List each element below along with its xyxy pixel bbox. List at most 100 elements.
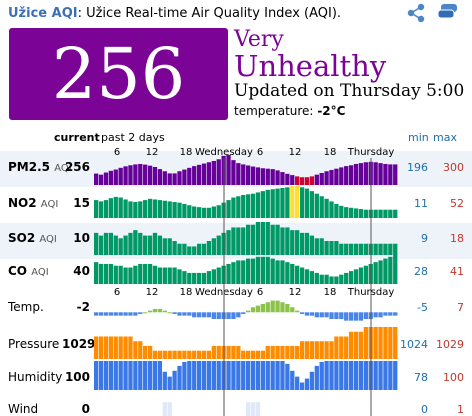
pressure-bar (295, 345, 300, 359)
min-temp: -5 (417, 301, 428, 314)
pressure-bar (216, 345, 221, 359)
pm2-5-bar (304, 177, 310, 185)
time-tick-label: Thursday (347, 147, 395, 158)
no2-bar (344, 207, 349, 218)
humidity-bar (147, 361, 153, 390)
min-wind: 0 (421, 403, 428, 416)
co-bar (280, 260, 285, 284)
time-tick-label: 6 (257, 147, 263, 158)
so2-bar (280, 227, 285, 255)
co-bar (128, 267, 133, 284)
co-bar (177, 269, 182, 284)
pressure-bar (118, 336, 123, 359)
pm2-5-bar (206, 162, 212, 185)
humidity-bar (290, 370, 295, 390)
no2-bar (348, 207, 354, 218)
max-humidity: 100 (443, 371, 464, 384)
humidity-bar (118, 361, 123, 390)
pressure-bar (348, 331, 354, 359)
time-tick-label: 12 (289, 147, 302, 158)
no2-bar (353, 208, 359, 218)
no2-bar (339, 205, 344, 218)
no2-bar (128, 201, 133, 218)
temp-bar (172, 312, 177, 314)
humidity-bar (339, 361, 344, 390)
no2-bar (172, 202, 177, 218)
no2-bar (329, 201, 334, 218)
temp-bar (373, 312, 378, 318)
temp-bar (231, 312, 236, 319)
temp-bar (250, 307, 256, 313)
so2-bar (231, 227, 236, 255)
no2-bar (358, 209, 364, 218)
no2-bar (231, 197, 236, 218)
pressure-bar (113, 336, 118, 359)
humidity-bar (211, 361, 216, 390)
so2-bar (211, 238, 216, 255)
min-no2: 11 (414, 197, 428, 210)
city-aqi-link[interactable]: Užice AQI (8, 6, 78, 21)
pm2-5-bar (196, 164, 202, 185)
temp-bar (295, 310, 300, 313)
humidity-bar (314, 365, 319, 390)
pressure-bar (304, 341, 310, 359)
row-label-pm25: PM2.5 AQI (8, 160, 72, 174)
temp-bar (393, 312, 398, 316)
pressure-bar (329, 341, 334, 359)
no2-bar (157, 200, 163, 218)
temp-bar (98, 312, 104, 316)
so2-bar (353, 243, 359, 255)
pm2-5-bar (255, 167, 261, 185)
co-bar (329, 276, 334, 284)
humidity-bar (162, 371, 167, 390)
no2-bar (133, 202, 138, 218)
aqi-level-line2: Unhealthy (234, 49, 387, 83)
widget-icon[interactable] (437, 3, 459, 23)
co-bar (113, 265, 118, 284)
pm2-5-bar (211, 160, 216, 185)
col-min-header: min (408, 131, 429, 144)
pm2-5-bar (172, 173, 177, 185)
aqi-value: 256 (51, 33, 186, 115)
humidity-bar (128, 361, 133, 390)
humidity-bar (113, 361, 118, 390)
so2-bar (177, 243, 182, 255)
temp-bar (334, 312, 339, 319)
humidity-bar (177, 365, 182, 390)
no2-bar (334, 203, 339, 218)
so2-bar (152, 232, 158, 255)
pressure-bar (265, 345, 270, 359)
co-bar (182, 271, 187, 284)
so2-bar (388, 243, 393, 255)
no2-bar (324, 198, 329, 218)
so2-bar (98, 235, 104, 255)
co-bar (138, 263, 143, 284)
so2-bar (358, 243, 364, 255)
pm2-5-bar (319, 172, 324, 185)
humidity-bar (304, 378, 310, 390)
row-label-co: CO AQI (8, 264, 49, 278)
pm2-5-bar (275, 170, 280, 185)
no2-bar (236, 196, 241, 218)
temp-bar (270, 300, 275, 313)
co-bar (133, 265, 138, 284)
share-icon[interactable] (406, 3, 428, 23)
humidity-bar (329, 361, 334, 390)
temp-bar (378, 312, 383, 318)
time-tick-label: 6 (257, 287, 263, 298)
temp-bar (211, 312, 216, 319)
temp-bar (358, 312, 364, 321)
pm2-5-bar (113, 169, 118, 185)
so2-bar (167, 238, 172, 255)
so2-bar (295, 230, 300, 255)
humidity-bar (383, 361, 388, 390)
so2-bar (393, 243, 398, 255)
so2-bar (319, 238, 324, 255)
temp-bar (162, 310, 167, 313)
pressure-bar (358, 331, 364, 359)
temp-bar (216, 312, 221, 319)
time-tick-label: Wednesday (195, 147, 253, 158)
so2-bar (206, 241, 212, 255)
min-pm25: 196 (407, 161, 428, 174)
